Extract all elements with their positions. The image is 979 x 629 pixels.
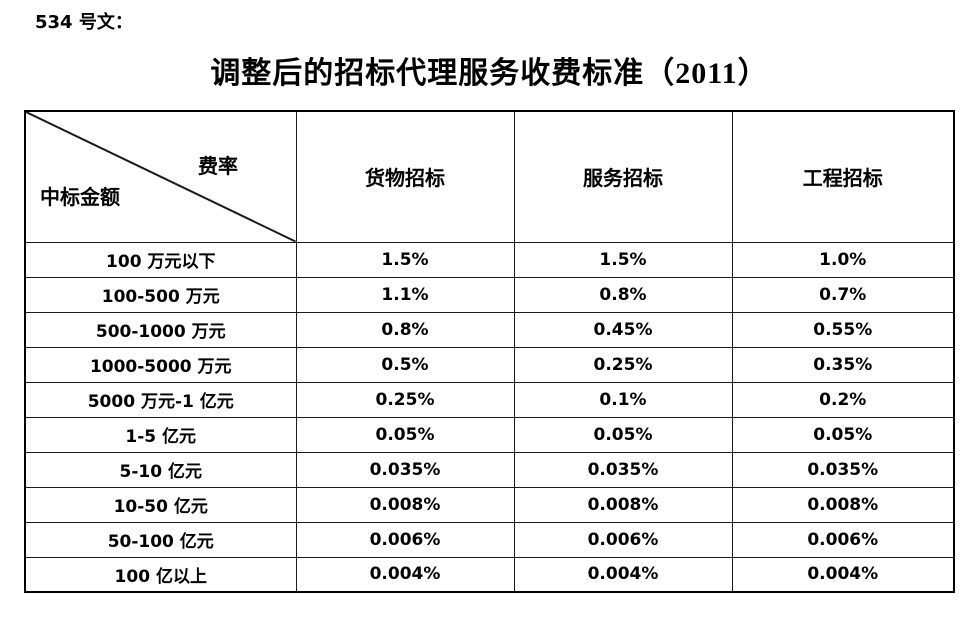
cell-service-rate: 0.004%: [513, 556, 733, 593]
cell-goods-rate: 0.8%: [295, 311, 515, 348]
cell-engineering-rate: 0.008%: [731, 486, 955, 523]
table-row: 5-10 亿元 0.035% 0.035% 0.035%: [24, 451, 955, 488]
cell-service-rate: 0.006%: [513, 521, 733, 558]
table-row: 100-500 万元 1.1% 0.8% 0.7%: [24, 276, 955, 313]
cell-amount-range: 1000-5000 万元: [24, 346, 297, 383]
cell-goods-rate: 1.5%: [295, 241, 515, 278]
cell-amount-range: 5000 万元-1 亿元: [24, 381, 297, 418]
table-row: 10-50 亿元 0.008% 0.008% 0.008%: [24, 486, 955, 523]
table-row: 5000 万元-1 亿元 0.25% 0.1% 0.2%: [24, 381, 955, 418]
cell-amount-range: 100 亿以上: [24, 556, 297, 593]
cell-goods-rate: 0.008%: [295, 486, 515, 523]
corner-label-bid-amount: 中标金额: [40, 186, 120, 209]
cell-service-rate: 0.8%: [513, 276, 733, 313]
corner-label-fee-rate: 费率: [198, 156, 238, 178]
column-header-goods-bidding: 货物招标: [295, 110, 515, 243]
table-body: 100 万元以下 1.5% 1.5% 1.0% 100-500 万元 1.1% 0.8% 0.…: [24, 241, 955, 593]
column-header-engineering-bidding: 工程招标: [731, 110, 955, 243]
cell-goods-rate: 0.05%: [295, 416, 515, 453]
cell-goods-rate: 0.25%: [295, 381, 515, 418]
diagonal-divider-line: [26, 112, 296, 242]
cell-amount-range: 5-10 亿元: [24, 451, 297, 488]
cell-engineering-rate: 0.2%: [731, 381, 955, 418]
cell-engineering-rate: 0.7%: [731, 276, 955, 313]
table-row: 1-5 亿元 0.05% 0.05% 0.05%: [24, 416, 955, 453]
table-row: 100 万元以下 1.5% 1.5% 1.0%: [24, 241, 955, 278]
table-row: 50-100 亿元 0.006% 0.006% 0.006%: [24, 521, 955, 558]
cell-service-rate: 0.1%: [513, 381, 733, 418]
cell-service-rate: 0.008%: [513, 486, 733, 523]
document-title: 调整后的招标代理服务收费标准（2011）: [210, 57, 769, 90]
cell-service-rate: 0.05%: [513, 416, 733, 453]
cell-amount-range: 100-500 万元: [24, 276, 297, 313]
cell-goods-rate: 0.006%: [295, 521, 515, 558]
cell-engineering-rate: 0.006%: [731, 521, 955, 558]
cell-service-rate: 0.45%: [513, 311, 733, 348]
cell-amount-range: 10-50 亿元: [24, 486, 297, 523]
cell-engineering-rate: 0.004%: [731, 556, 955, 593]
table-row: 100 亿以上 0.004% 0.004% 0.004%: [24, 556, 955, 593]
cell-engineering-rate: 0.05%: [731, 416, 955, 453]
cell-amount-range: 500-1000 万元: [24, 311, 297, 348]
cell-amount-range: 50-100 亿元: [24, 521, 297, 558]
table-row: 1000-5000 万元 0.5% 0.25% 0.35%: [24, 346, 955, 383]
cell-amount-range: 100 万元以下: [24, 241, 297, 278]
cell-goods-rate: 1.1%: [295, 276, 515, 313]
table-header-row: 费率 中标金额 货物招标 服务招标 工程招标: [24, 110, 955, 243]
column-header-service-bidding: 服务招标: [513, 110, 733, 243]
cell-service-rate: 0.25%: [513, 346, 733, 383]
cell-goods-rate: 0.035%: [295, 451, 515, 488]
cell-engineering-rate: 0.55%: [731, 311, 955, 348]
corner-header-cell: 费率 中标金额: [24, 110, 297, 243]
cell-service-rate: 1.5%: [513, 241, 733, 278]
cell-engineering-rate: 0.35%: [731, 346, 955, 383]
cell-engineering-rate: 0.035%: [731, 451, 955, 488]
table-row: 500-1000 万元 0.8% 0.45% 0.55%: [24, 311, 955, 348]
cell-amount-range: 1-5 亿元: [24, 416, 297, 453]
cell-goods-rate: 0.004%: [295, 556, 515, 593]
document-ref-label: 534 号文：: [35, 12, 133, 33]
fee-rate-table: 费率 中标金额 货物招标 服务招标 工程招标 100 万元以下 1.5% 1.5% 1…: [24, 110, 955, 593]
cell-goods-rate: 0.5%: [295, 346, 515, 383]
cell-engineering-rate: 1.0%: [731, 241, 955, 278]
cell-service-rate: 0.035%: [513, 451, 733, 488]
